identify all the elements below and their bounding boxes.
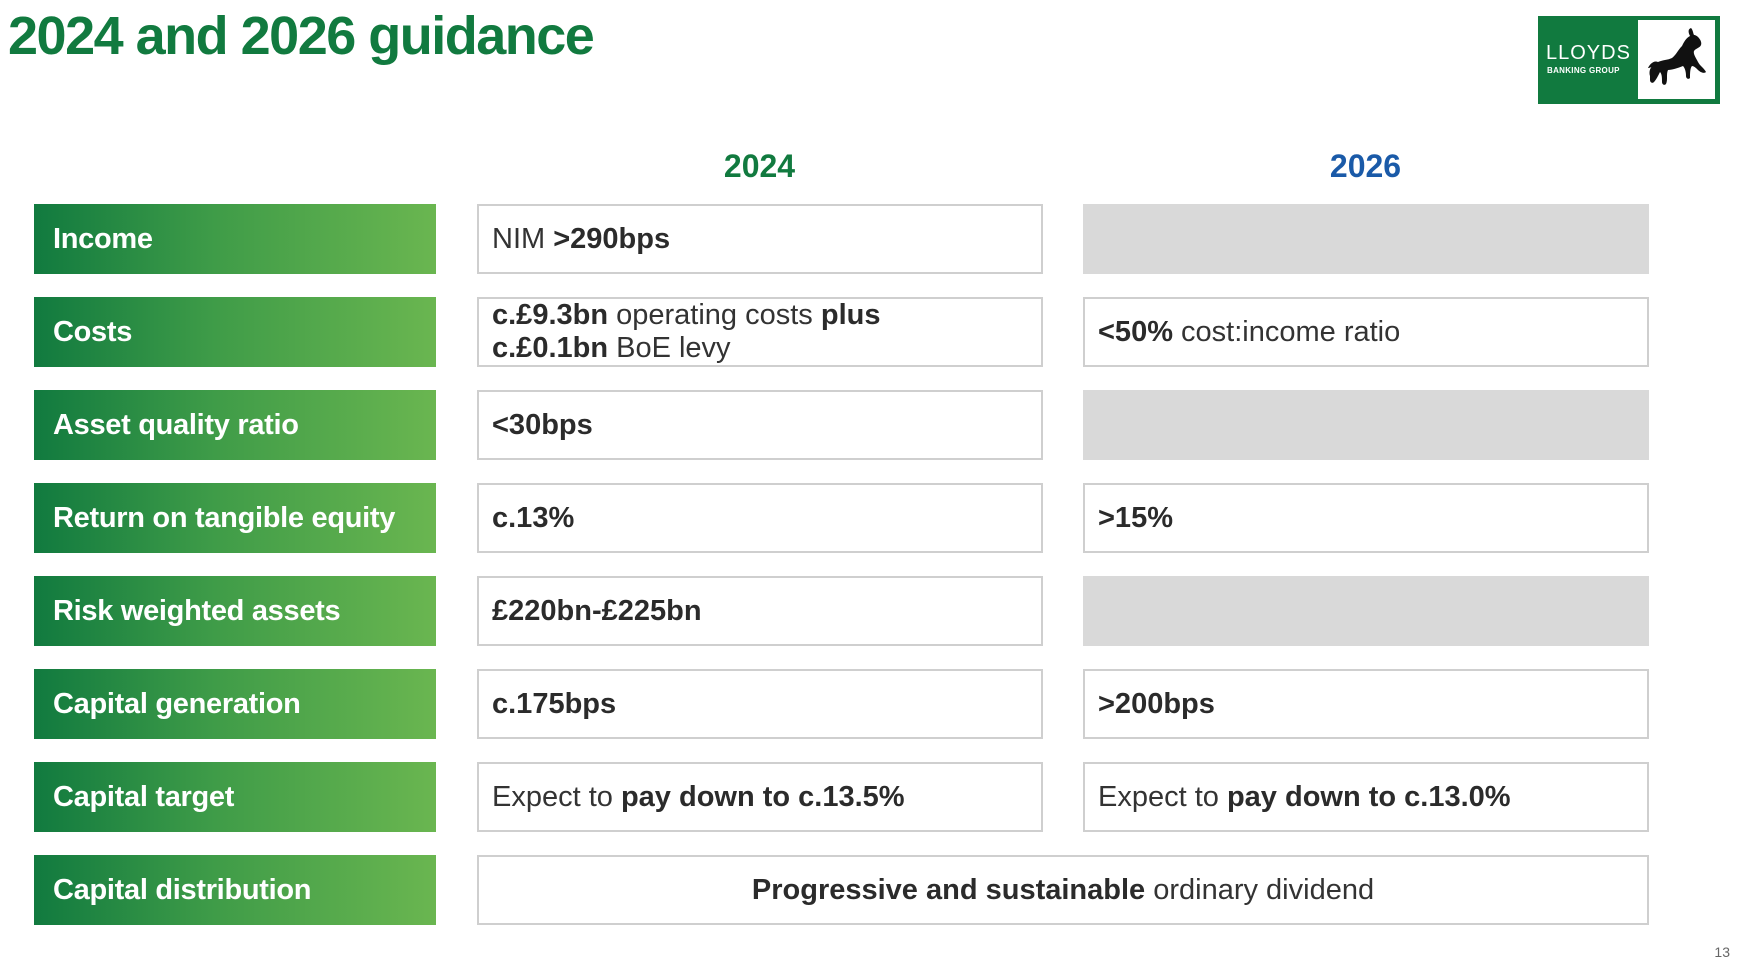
cell-text: cost:income ratio [1172,316,1401,348]
cell-bold-text: c.13% [492,502,575,534]
row-label-return-on-tangible-equity: Return on tangible equity [34,483,436,553]
cell-text: ordinary dividend [1145,874,1375,906]
cell-rwa-2026-empty [1083,576,1649,646]
cell-bold-text: c.£0.1bn [492,332,609,364]
cell-income-2026-empty [1083,204,1649,274]
cell-capital-distribution-combined: Progressive and sustainable ordinary div… [477,855,1649,925]
cell-bold-text: <50% [1098,316,1173,348]
cell-bold-text: >200bps [1098,688,1215,720]
cell-capital-target-2026: Expect to pay down to c.13.0% [1083,762,1649,832]
cell-text: BoE levy [608,332,731,364]
cell-bold-text: >290bps [553,223,671,255]
logo-name: LLOYDS [1546,42,1631,64]
cell-capital-generation-2024: c.175bps [477,669,1043,739]
cell-bold-text: pay down to c.13.5% [620,781,905,813]
cell-text: Expect to [1098,781,1227,813]
cell-bold-text: c.175bps [492,688,617,720]
cell-capital-generation-2026: >200bps [1083,669,1649,739]
cell-bold-text: plus [820,299,881,331]
row-label-income: Income [34,204,436,274]
cell-rote-2026: >15% [1083,483,1649,553]
cell-rwa-2024: £220bn-£225bn [477,576,1043,646]
cell-bold-text: £220bn-£225bn [492,595,702,627]
cell-costs-2024: c.£9.3bn operating costs plus c.£0.1bn B… [477,297,1043,367]
cell-text: NIM [492,223,554,255]
slide-title: 2024 and 2026 guidance [8,6,595,66]
column-header-2024: 2024 [723,148,796,184]
cell-text: operating costs [608,299,821,331]
cell-rote-2024: c.13% [477,483,1043,553]
cell-bold-text: pay down to c.13.0% [1226,781,1511,813]
row-label-asset-quality-ratio: Asset quality ratio [34,390,436,460]
cell-bold-text: >15% [1098,502,1173,534]
row-label-capital-distribution: Capital distribution [34,855,436,925]
cell-bold-text: <30bps [492,409,593,441]
cell-bold-text: Progressive and sustainable [751,874,1146,906]
row-label-costs: Costs [34,297,436,367]
cell-text: Expect to [492,781,621,813]
logo-subtitle: BANKING GROUP [1547,66,1620,75]
cell-asset-quality-2024: <30bps [477,390,1043,460]
cell-costs-2026: <50% cost:income ratio [1083,297,1649,367]
cell-income-2024: NIM >290bps [477,204,1043,274]
cell-bold-text: c.£9.3bn [492,299,609,331]
row-label-risk-weighted-assets: Risk weighted assets [34,576,436,646]
lloyds-logo: LLOYDS BANKING GROUP [1538,16,1720,104]
column-header-2026: 2026 [1329,148,1402,184]
cell-capital-target-2024: Expect to pay down to c.13.5% [477,762,1043,832]
row-label-capital-target: Capital target [34,762,436,832]
row-label-capital-generation: Capital generation [34,669,436,739]
black-horse-icon [1638,20,1715,99]
cell-asset-quality-2026-empty [1083,390,1649,460]
page-number: 13 [1714,944,1730,960]
